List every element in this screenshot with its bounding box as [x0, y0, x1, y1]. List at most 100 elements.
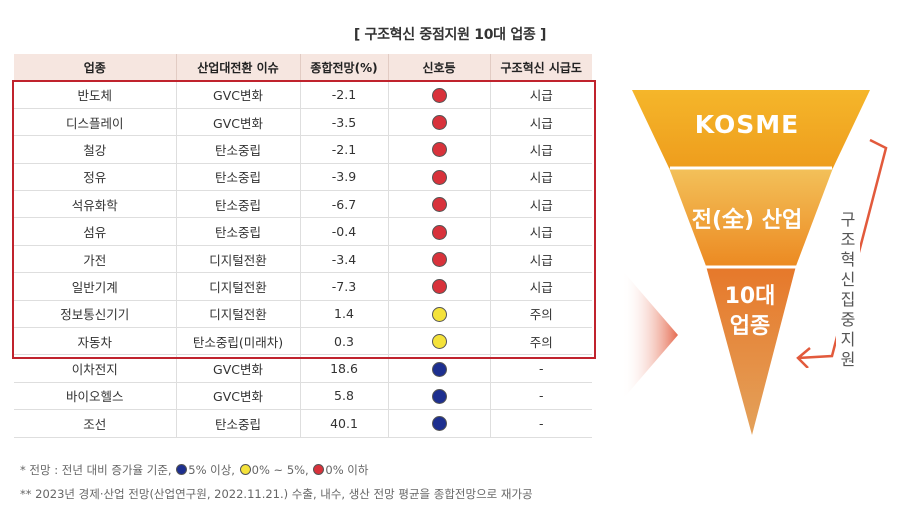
- signal-cell: [387, 300, 490, 329]
- issue-cell: 탄소중립: [175, 217, 300, 246]
- urgency-cell: 시급: [489, 190, 592, 219]
- signal-cell: [387, 272, 490, 301]
- signal-cell: [387, 135, 490, 164]
- legend-red-dot: [313, 464, 325, 475]
- urgency-cell: 시급: [489, 272, 592, 301]
- pointer-arrow-icon: [622, 270, 678, 400]
- industry-cell: 이차전지: [14, 354, 176, 383]
- outlook-cell: 1.4: [299, 300, 388, 329]
- table-row: 디스플레이 GVC변화 -3.5 시급: [14, 108, 592, 137]
- issue-cell: GVC변화: [175, 382, 300, 411]
- outlook-cell: -3.4: [299, 245, 388, 274]
- industry-cell: 바이오헬스: [14, 382, 176, 411]
- signal-cell: [387, 245, 490, 274]
- industry-cell: 석유화학: [14, 190, 176, 219]
- header-signal: 신호등: [387, 54, 490, 82]
- outlook-cell: -3.5: [299, 108, 388, 137]
- urgency-cell: -: [489, 382, 592, 411]
- issue-cell: 탄소중립: [175, 409, 300, 438]
- table-row: 바이오헬스 GVC변화 5.8 -: [14, 382, 592, 411]
- side-caption-2: 혁신: [840, 250, 856, 289]
- industry-cell: 디스플레이: [14, 108, 176, 137]
- legend-blue-label: 5% 이상,: [188, 463, 235, 477]
- table-row: 섬유 탄소중립 -0.4 시급: [14, 217, 592, 246]
- issue-cell: 디지털전환: [175, 245, 300, 274]
- signal-cell: [387, 190, 490, 219]
- industry-cell: 일반기계: [14, 272, 176, 301]
- issue-cell: 탄소중립: [175, 135, 300, 164]
- signal-light-icon: [431, 87, 447, 103]
- issue-cell: 디지털전환: [175, 300, 300, 329]
- issue-cell: 탄소중립(미래차): [175, 327, 300, 356]
- urgency-cell: -: [489, 354, 592, 383]
- table-row: 이차전지 GVC변화 18.6 -: [14, 354, 592, 383]
- page-title: [ 구조혁신 중점지원 10대 업종 ]: [353, 27, 547, 43]
- funnel-top-segment: [632, 90, 870, 168]
- outlook-cell: 5.8: [299, 382, 388, 411]
- issue-cell: GVC변화: [175, 81, 300, 109]
- signal-cell: [387, 163, 490, 192]
- legend-blue-dot: [176, 464, 188, 475]
- urgency-cell: 시급: [489, 81, 592, 109]
- table-row: 반도체 GVC변화 -2.1 시급: [14, 81, 592, 109]
- all-industry-label: 전(全) 산업: [691, 208, 803, 233]
- note-line-2: ** 2023년 경제·산업 전망(산업연구원, 2022.11.21.) 수출…: [20, 487, 533, 501]
- outlook-cell: 40.1: [299, 409, 388, 438]
- signal-cell: [387, 108, 490, 137]
- legend-yellow-dot: [239, 464, 251, 475]
- table-header-row: 업종 산업대전환 이슈 종합전망(%) 신호등 구조혁신 시급도: [14, 54, 592, 82]
- signal-light-icon: [431, 306, 447, 322]
- outlook-cell: 18.6: [299, 354, 388, 383]
- table-row: 석유화학 탄소중립 -6.7 시급: [14, 190, 592, 219]
- side-caption-1: 구조: [840, 210, 856, 249]
- signal-light-icon: [431, 197, 447, 213]
- signal-cell: [387, 409, 490, 438]
- side-caption-4: 지원: [840, 330, 856, 369]
- urgency-cell: 시급: [489, 108, 592, 137]
- legend-red-label: 0% 이하: [325, 463, 369, 477]
- issue-cell: GVC변화: [175, 354, 300, 383]
- funnel-bottom-segment: [706, 266, 796, 435]
- signal-cell: [387, 327, 490, 356]
- note-line-1: * 전망 : 전년 대비 증가율 기준, 5% 이상, 0% ~ 5%, 0% …: [20, 462, 368, 478]
- industry-cell: 가전: [14, 245, 176, 274]
- outlook-cell: -2.1: [299, 81, 388, 109]
- urgency-cell: 시급: [489, 163, 592, 192]
- issue-cell: 탄소중립: [175, 163, 300, 192]
- top10-line-1: 10대: [724, 284, 776, 309]
- industry-cell: 섬유: [14, 217, 176, 246]
- header-outlook: 종합전망(%): [299, 54, 388, 82]
- issue-cell: GVC변화: [175, 108, 300, 137]
- outlook-cell: 0.3: [299, 327, 388, 356]
- industry-cell: 조선: [14, 409, 176, 438]
- legend-yellow-label: 0% ~ 5%,: [251, 463, 309, 477]
- table-body: 반도체 GVC변화 -2.1 시급 디스플레이 GVC변화 -3.5 시급 철강 탄소중립 -2.1…: [14, 81, 592, 438]
- top10-industry-label: 10대 업종: [700, 282, 800, 342]
- industry-cell: 자동차: [14, 327, 176, 356]
- industry-table: 업종 산업대전환 이슈 종합전망(%) 신호등 구조혁신 시급도 반도체 GVC변…: [14, 54, 592, 438]
- urgency-cell: -: [489, 409, 592, 438]
- outlook-cell: -3.9: [299, 163, 388, 192]
- table-row: 가전 디지털전환 -3.4 시급: [14, 245, 592, 274]
- header-issue: 산업대전환 이슈: [175, 54, 300, 82]
- signal-cell: [387, 81, 490, 109]
- signal-light-icon: [431, 416, 447, 432]
- signal-light-icon: [431, 115, 447, 131]
- header-industry: 업종: [14, 54, 176, 82]
- urgency-cell: 시급: [489, 245, 592, 274]
- kosme-logo: KOSME: [694, 110, 800, 139]
- signal-light-icon: [431, 252, 447, 268]
- urgency-cell: 주의: [489, 327, 592, 356]
- signal-cell: [387, 382, 490, 411]
- industry-cell: 반도체: [14, 81, 176, 109]
- funnel-diagram: [632, 90, 870, 435]
- top10-line-2: 업종: [729, 314, 771, 339]
- issue-cell: 탄소중립: [175, 190, 300, 219]
- signal-light-icon: [431, 361, 447, 377]
- table-row: 정보통신기기 디지털전환 1.4 주의: [14, 300, 592, 329]
- urgency-cell: 주의: [489, 300, 592, 329]
- signal-light-icon: [431, 388, 447, 404]
- table-row: 일반기계 디지털전환 -7.3 시급: [14, 272, 592, 301]
- industry-cell: 정보통신기기: [14, 300, 176, 329]
- signal-light-icon: [431, 224, 447, 240]
